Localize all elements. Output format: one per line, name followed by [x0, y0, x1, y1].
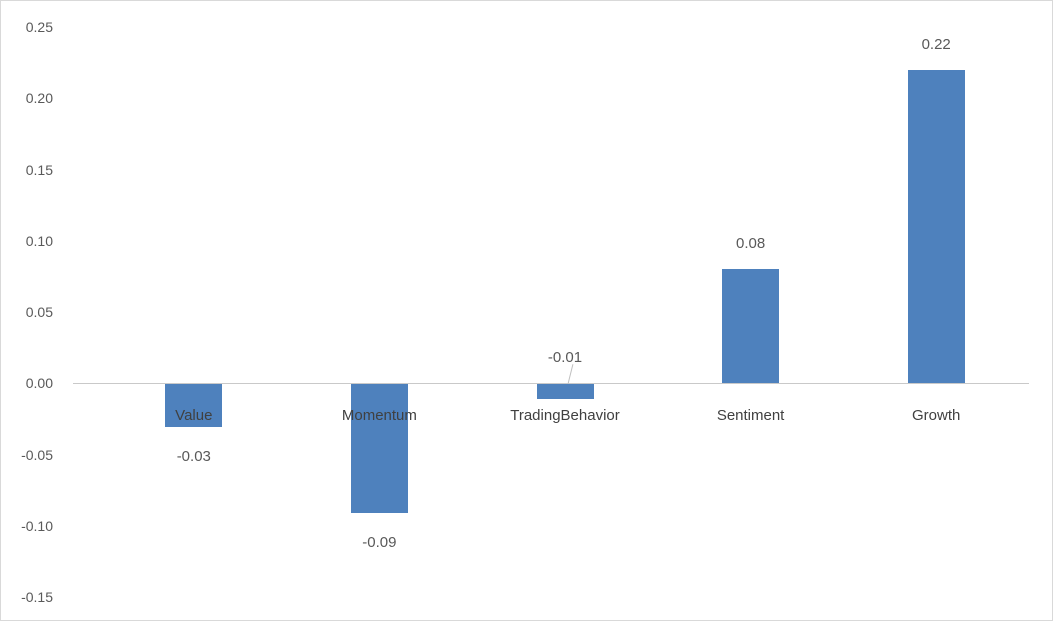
y-tick-label: 0.05	[25, 304, 53, 320]
bar	[165, 384, 223, 427]
plot-area: Value -0.03 Momentum -0.09 TradingBehavior -0…	[73, 27, 1029, 597]
category-label: Growth	[912, 407, 961, 425]
x-axis-line	[73, 383, 1029, 385]
bar	[722, 269, 780, 384]
y-tick-label: -0.10	[21, 517, 53, 534]
y-tick-label: -0.15	[21, 589, 53, 605]
bar	[350, 384, 408, 513]
bar	[907, 69, 965, 384]
y-tick-label: 0.25	[25, 19, 53, 35]
leader-line	[567, 364, 574, 385]
y-tick-label: 0.10	[25, 232, 53, 249]
data-label: -0.01	[547, 349, 583, 367]
category-label: TradingBehavior	[510, 407, 620, 425]
data-label: 0.08	[735, 235, 766, 253]
category-label: Value	[175, 407, 213, 425]
bar	[536, 384, 594, 399]
y-tick-label: -0.05	[21, 446, 53, 463]
data-label: -0.09	[362, 533, 397, 551]
y-tick-label: 0.00	[25, 375, 53, 392]
data-label: 0.22	[921, 35, 951, 53]
category-label: Sentiment	[716, 407, 785, 425]
y-tick-label: 0.15	[25, 161, 53, 178]
y-tick-label: 0.20	[25, 90, 53, 107]
y-axis: 0.25 0.20 0.15 0.10 0.05 0.00 -0.05 -0.10 -0.15	[1, 1, 59, 620]
data-label: -0.03	[176, 448, 211, 465]
category-label: Momentum	[341, 407, 417, 425]
